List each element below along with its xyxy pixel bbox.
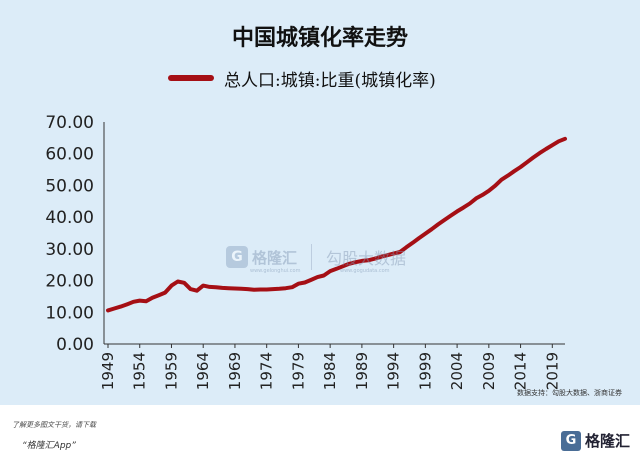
plot-svg: 0.0010.0020.0030.0040.0050.0060.0070.00 … — [45, 113, 567, 390]
x-tick-label: 1974 — [258, 352, 276, 390]
y-tick-label: 60.00 — [45, 145, 94, 165]
legend-swatch — [168, 75, 214, 81]
x-tick-label: 2004 — [448, 352, 466, 390]
watermark-logo-icon: G — [226, 246, 248, 268]
x-tick-label: 1969 — [226, 352, 244, 390]
y-tick-label: 70.00 — [45, 113, 94, 133]
series-line-urbanization-rate — [106, 136, 567, 313]
footer-note: 了解更多图文干货，请下载 — [12, 421, 96, 429]
watermark-url: www.gelonghui.com — [250, 268, 301, 274]
x-ticks: 1949 1954 1959 1964 1969 1974 1979 1984 1989 1994… — [99, 344, 561, 390]
chart-title: 中国城镇化率走势 — [231, 26, 408, 51]
watermark-brand-secondary: 勾股大数据 — [326, 249, 407, 268]
x-tick-label: 1994 — [385, 352, 403, 390]
y-tick-label: 40.00 — [45, 208, 94, 228]
x-tick-label: 2014 — [512, 352, 530, 390]
watermark-url-secondary: www.gogudata.com — [340, 268, 390, 274]
x-tick-label: 1999 — [416, 352, 434, 390]
legend-label: 总人口:城镇:比重(城镇化率) — [224, 70, 436, 91]
x-tick-label: 1989 — [353, 352, 371, 390]
x-tick-label: 1979 — [289, 352, 307, 390]
x-tick-label: 1949 — [99, 352, 117, 390]
footer-app-name: “格隆汇App” — [22, 441, 76, 451]
x-tick-label: 1984 — [321, 352, 339, 390]
legend: 总人口:城镇:比重(城镇化率) — [168, 66, 436, 91]
x-tick-label: 1964 — [194, 352, 212, 390]
watermark-divider — [311, 244, 313, 270]
y-tick-label: 10.00 — [45, 303, 94, 323]
footer-logo-text: 格隆汇 — [584, 432, 630, 450]
source-note: 数据支持：勾股大数据、浙商证券 — [517, 389, 622, 397]
chart-area: 中国城镇化率走势 总人口:城镇:比重(城镇化率) 0.00 10.00 20.00 3… — [0, 0, 640, 405]
y-tick-label: 30.00 — [45, 240, 94, 260]
watermark-brand: 格隆汇 — [252, 248, 298, 267]
x-tick-label: 2009 — [480, 352, 498, 390]
y-tick-label: 50.00 — [45, 176, 94, 196]
footer-logo: G 格隆汇 — [560, 430, 630, 451]
y-tick-label: 0.00 — [56, 335, 94, 355]
x-tick-label: 1954 — [131, 352, 149, 390]
footer-logo-icon: G — [560, 430, 581, 451]
y-ticks: 0.00 10.00 20.00 30.00 40.00 50.00 60.00 70.00 — [45, 113, 94, 355]
x-tick-label: 1959 — [162, 352, 180, 390]
y-tick-label: 20.00 — [45, 272, 94, 292]
x-tick-label: 2019 — [543, 352, 561, 390]
watermark: G 格隆汇 勾股大数据 — [226, 244, 406, 270]
series-group — [106, 136, 567, 313]
